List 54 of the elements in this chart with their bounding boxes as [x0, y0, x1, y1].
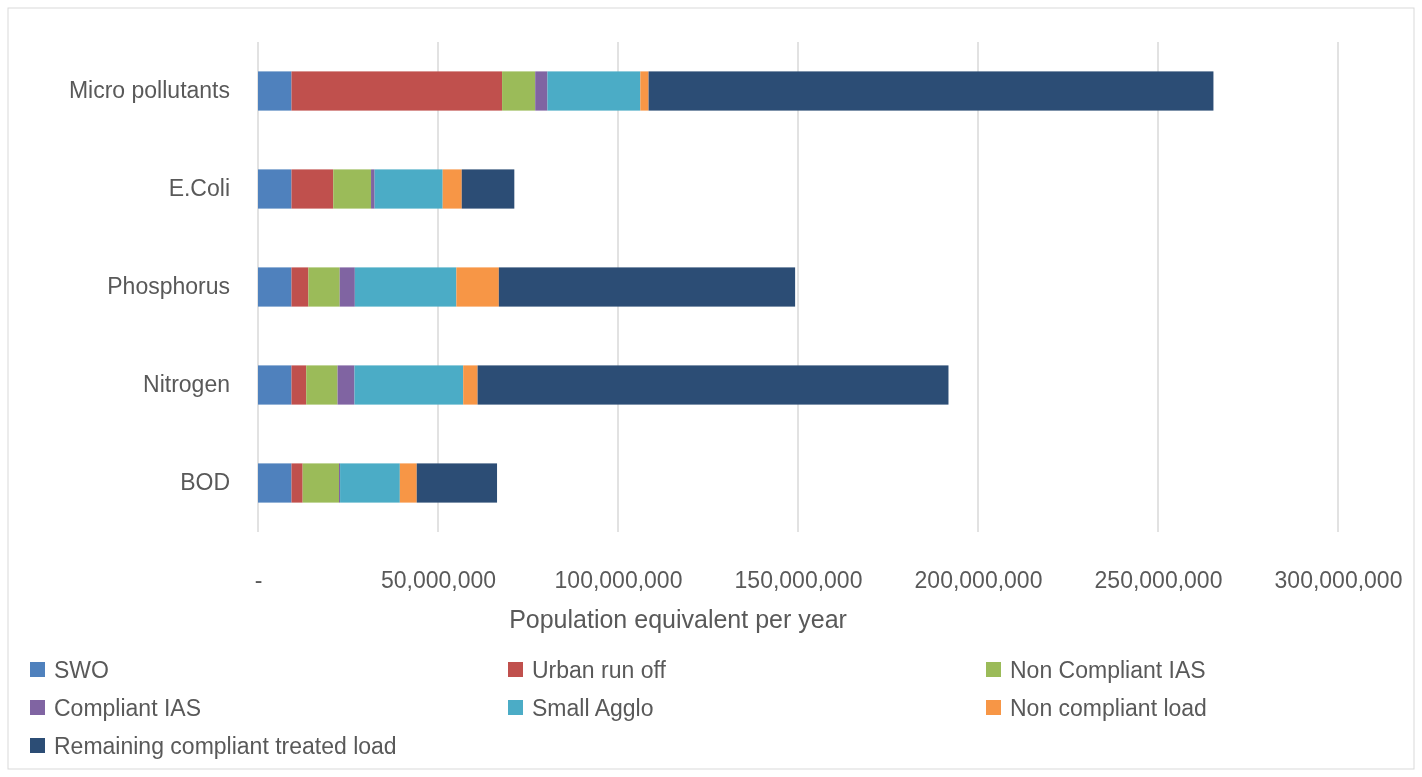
y-tick-label: Phosphorus [107, 273, 230, 300]
bar [291, 267, 309, 307]
bar [258, 71, 292, 111]
x-tick-label: 100,000,000 [554, 567, 683, 594]
bar [258, 365, 292, 405]
bar [291, 71, 503, 111]
bar [291, 463, 303, 503]
bar [291, 365, 307, 405]
bar [399, 463, 417, 503]
bar [258, 169, 292, 209]
bar [502, 71, 536, 111]
bar [337, 365, 355, 405]
bar [354, 365, 464, 405]
bar [291, 169, 334, 209]
bar [498, 267, 796, 307]
bar [477, 365, 949, 405]
bar [461, 169, 515, 209]
bar [442, 169, 462, 209]
bar [463, 365, 478, 405]
legend-label: Small Agglo [532, 695, 654, 722]
x-axis-title: Population equivalent per year [509, 605, 847, 633]
bar [648, 71, 1214, 111]
bar [258, 267, 292, 307]
bar [535, 71, 548, 111]
legend-label: Non compliant load [1010, 695, 1207, 722]
bar [308, 267, 340, 307]
bar [302, 463, 339, 503]
legend-label: Compliant IAS [54, 695, 202, 722]
legend-label: Non Compliant IAS [1010, 657, 1206, 684]
bar [374, 169, 443, 209]
y-tick-label: E.Coli [168, 175, 230, 202]
bar [306, 365, 338, 405]
bar [371, 169, 375, 209]
bar [333, 169, 372, 209]
y-tick-label: Nitrogen [143, 371, 230, 398]
y-tick-label: Micro pollutants [68, 77, 230, 104]
bar [340, 463, 400, 503]
legend-label: Remaining compliant treated load [54, 733, 397, 760]
x-tick-label: 200,000,000 [914, 567, 1043, 594]
bar [547, 71, 641, 111]
x-tick-label: 50,000,000 [380, 567, 497, 594]
bar [339, 267, 355, 307]
x-tick-label: 250,000,000 [1094, 567, 1223, 594]
x-tick-label: - [254, 567, 263, 594]
legend-label: Urban run off [532, 657, 667, 684]
bar [354, 267, 457, 307]
bar [258, 463, 292, 503]
x-tick-label: 150,000,000 [734, 567, 863, 594]
x-tick-label: 300,000,000 [1274, 567, 1403, 594]
bar [456, 267, 499, 307]
bar [640, 71, 649, 111]
y-tick-label: BOD [180, 469, 230, 496]
bar [416, 463, 498, 503]
legend-label: SWO [54, 657, 109, 684]
